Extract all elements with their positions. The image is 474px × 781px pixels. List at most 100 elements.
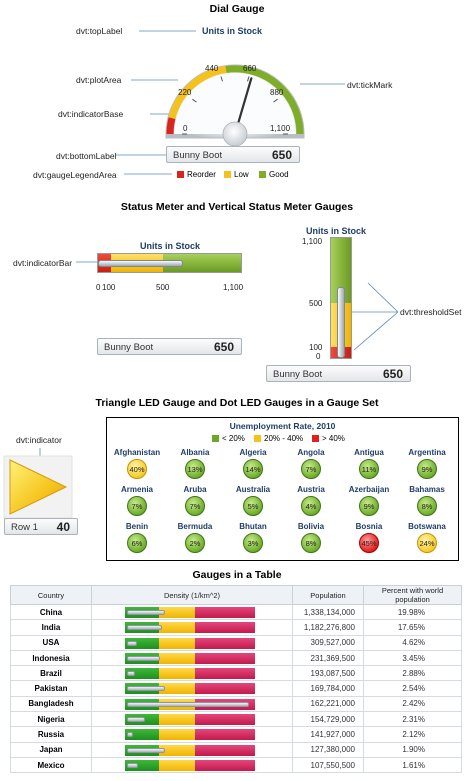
percent-cell: 2.12% — [363, 726, 462, 743]
meter-zone — [195, 729, 255, 741]
dial-bottom-label: Bunny Boot 650 — [166, 146, 300, 163]
led-gauge-cell: Azerbaijan 9% — [341, 485, 397, 516]
col-header-population[interactable]: Population — [292, 585, 364, 605]
table-row[interactable]: Brazil 193,087,500 2.88% — [10, 665, 462, 682]
density-indicator-bar — [127, 762, 139, 768]
table-row[interactable]: Nigeria 154,729,000 2.31% — [10, 711, 462, 728]
density-status-meter — [125, 622, 255, 634]
percent-cell: 1.90% — [363, 741, 462, 758]
led-legend-mid: 20% - 40% — [254, 434, 303, 443]
population-cell: 154,729,000 — [292, 711, 364, 728]
dot-led-indicator: 9% — [359, 496, 379, 516]
table-row[interactable]: USA 309,527,000 4.62% — [10, 634, 462, 651]
meter-zone — [195, 622, 255, 634]
dial-label-name: Bunny Boot — [173, 150, 223, 161]
table-row[interactable]: Japan 127,380,000 1.90% — [10, 741, 462, 758]
legend-yellow-swatch — [254, 435, 261, 442]
vmeter-tick-0: 0 — [316, 352, 321, 361]
density-gauge-cell — [91, 649, 293, 667]
dial-tick-440: 440 — [205, 64, 219, 73]
table-row[interactable]: Indonesia 231,369,500 3.45% — [10, 649, 462, 667]
table-section-title: Gauges in a Table — [192, 569, 282, 581]
dot-led-indicator: 2% — [185, 533, 205, 553]
led-country-name: Angola — [297, 448, 325, 457]
hmeter-tick-0: 0 — [96, 283, 101, 292]
led-gauge-cell: Austria 4% — [283, 485, 339, 516]
gauge-set-title: Unemployment Rate, 2010 — [229, 421, 336, 431]
led-legend-low: < 20% — [212, 434, 245, 443]
density-status-meter — [125, 637, 255, 649]
triangle-label-value: 40 — [56, 520, 70, 534]
meter-zone — [125, 729, 159, 741]
col-header-percent[interactable]: Percent with world population — [363, 585, 462, 605]
dot-led-indicator: 8% — [417, 496, 437, 516]
horizontal-status-meter — [97, 253, 242, 273]
density-indicator-bar — [127, 747, 165, 753]
callout-plot-area: dvt:plotArea — [76, 75, 122, 85]
led-gauge-cell: Antigua 11% — [341, 448, 397, 479]
dot-led-indicator: 7% — [301, 459, 321, 479]
percent-cell: 2.88% — [363, 665, 462, 682]
dot-led-indicator: 11% — [359, 459, 379, 479]
vmeter-bottom-label: Bunny Boot 650 — [266, 365, 411, 382]
reorder-swatch — [177, 171, 184, 178]
table-row[interactable]: Mexico 107,550,500 1.61% — [10, 756, 462, 774]
density-indicator-bar — [127, 717, 145, 723]
density-gauge-cell — [91, 634, 293, 651]
gauge-table: Country Density (1/km^2) Population Perc… — [10, 585, 462, 774]
table-row[interactable]: Pakistan 169,784,000 2.54% — [10, 680, 462, 697]
meter-zone — [125, 668, 159, 680]
meter-zone — [195, 607, 255, 618]
vmeter-tick-100: 100 — [309, 343, 323, 352]
country-cell: Indonesia — [10, 649, 92, 667]
callout-indicator-bar: dvt:indicatorBar — [13, 258, 73, 268]
density-indicator-bar — [127, 671, 135, 677]
led-country-name: Bahamas — [409, 485, 445, 494]
callout-threshold-set: dvt:thresholdSet — [400, 307, 462, 317]
led-country-name: Bolivia — [297, 522, 325, 531]
dot-led-indicator: 7% — [185, 496, 205, 516]
good-swatch — [259, 171, 266, 178]
meter-zone — [195, 652, 255, 664]
dial-indicator-base — [222, 121, 248, 147]
led-country-name: Albania — [180, 448, 210, 457]
population-cell: 309,527,000 — [292, 634, 364, 651]
meter-zone — [195, 683, 255, 695]
country-cell: India — [10, 619, 92, 636]
population-cell: 162,221,000 — [292, 695, 364, 713]
table-row[interactable]: Russia 141,927,000 2.12% — [10, 726, 462, 743]
table-row[interactable]: China 1,338,134,000 19.98% — [10, 603, 462, 621]
meter-zone — [158, 744, 196, 756]
hmeter-bottom-label: Bunny Boot 650 — [97, 338, 242, 355]
table-row[interactable]: Bangladesh 162,221,000 2.42% — [10, 695, 462, 713]
density-indicator-bar — [127, 640, 138, 646]
density-gauge-cell — [91, 665, 293, 682]
meter-zone — [158, 637, 196, 649]
dial-gauge — [165, 64, 305, 147]
country-cell: USA — [10, 634, 92, 651]
dial-legend-low: Low — [224, 170, 249, 179]
meter-zone — [195, 744, 255, 756]
density-status-meter — [125, 698, 255, 710]
dot-led-indicator: 40% — [127, 459, 147, 479]
dot-led-indicator: 14% — [243, 459, 263, 479]
legend-low-label: Low — [234, 170, 249, 179]
table-row[interactable]: India 1,182,276,800 17.65% — [10, 619, 462, 636]
vmeter-title: Units in Stock — [306, 226, 367, 236]
meter-zone — [195, 637, 255, 649]
density-indicator-bar — [127, 701, 250, 707]
dot-led-indicator: 24% — [417, 533, 437, 553]
percent-cell: 2.54% — [363, 680, 462, 697]
col-header-country[interactable]: Country — [10, 585, 92, 605]
meter-zone — [158, 652, 196, 664]
dot-led-gauge-set: Unemployment Rate, 2010 < 20% 20% - 40% … — [106, 417, 459, 561]
col-header-density[interactable]: Density (1/km^2) — [91, 585, 293, 605]
population-cell: 107,550,500 — [292, 756, 364, 774]
density-status-meter — [125, 607, 255, 618]
meter-zone — [125, 637, 159, 649]
dial-legend-reorder: Reorder — [177, 170, 216, 179]
led-country-name: Austria — [297, 485, 325, 494]
density-status-meter — [125, 668, 255, 680]
population-cell: 169,784,000 — [292, 680, 364, 697]
dial-legend-good: Good — [259, 170, 289, 179]
